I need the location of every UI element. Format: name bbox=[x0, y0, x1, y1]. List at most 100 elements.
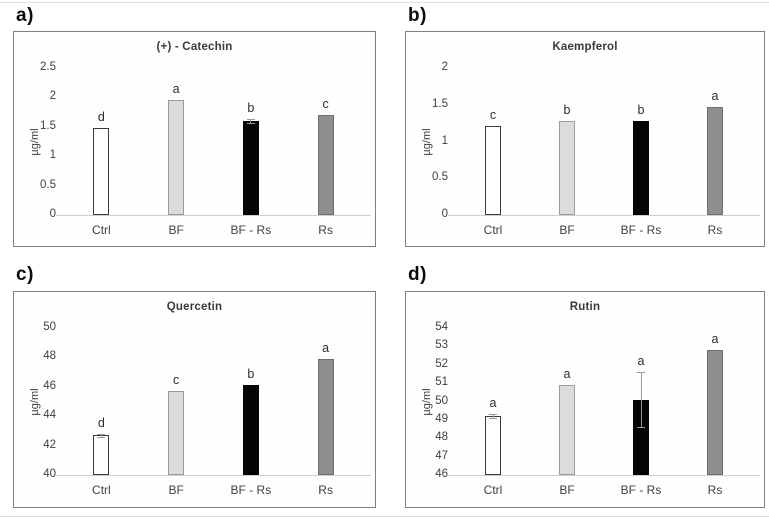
error-bar-cap-bottom bbox=[246, 122, 255, 124]
y-axis-tick-label: 42 bbox=[43, 438, 56, 451]
x-axis-category-label: Rs bbox=[707, 483, 723, 497]
panel-letter-b: b) bbox=[408, 5, 427, 26]
x-axis-category-label: BF - Rs bbox=[620, 483, 662, 497]
bar-rs bbox=[317, 358, 334, 475]
y-axis-tick-label: 46 bbox=[435, 468, 448, 480]
chart-title: Rutin bbox=[569, 301, 601, 313]
significance-letter: a bbox=[563, 366, 571, 381]
x-axis-category-label: BF bbox=[559, 483, 575, 497]
error-bar-cap-top bbox=[97, 433, 106, 435]
bar-bf-rs bbox=[242, 120, 259, 215]
significance-letter: c bbox=[173, 373, 180, 388]
y-axis-tick-label: 53 bbox=[435, 339, 448, 352]
y-axis-tick-label: 54 bbox=[435, 321, 448, 333]
y-axis-tick-label: 2.5 bbox=[40, 61, 56, 73]
y-axis-tick-label: 44 bbox=[43, 409, 56, 422]
page-edge-line-top bbox=[0, 2, 769, 3]
error-bar-line bbox=[492, 413, 494, 419]
chart-frame: Rutin µg/ml 46 47 48 49 50 51 52 53 54 a Ctrl a BF a B… bbox=[405, 291, 765, 508]
y-axis-tick-label: 1.5 bbox=[40, 119, 56, 132]
error-bar-cap-bottom bbox=[489, 418, 497, 420]
significance-letter: b bbox=[247, 367, 255, 382]
chart-frame: Quercetin µg/ml 40 42 44 46 48 50 d Ctrl c BF b BF … bbox=[13, 291, 376, 508]
bar-bf-rs bbox=[633, 120, 649, 215]
x-axis-category-label: Ctrl bbox=[483, 223, 503, 237]
bar-bf bbox=[168, 100, 185, 215]
chart-title: Kaempferol bbox=[552, 41, 618, 53]
bar-bf bbox=[168, 391, 185, 475]
y-axis-tick-label: 1 bbox=[441, 134, 448, 147]
y-axis-tick-label: 52 bbox=[435, 357, 448, 370]
y-axis-tick-label: 40 bbox=[43, 468, 56, 480]
significance-letter: c bbox=[489, 108, 497, 123]
x-axis-category-label: BF - Rs bbox=[620, 223, 662, 237]
bar-rs bbox=[707, 106, 723, 215]
x-axis-category-label: Ctrl bbox=[92, 483, 111, 497]
y-axis-tick-label: 2 bbox=[441, 61, 448, 73]
error-bar-cap-top bbox=[246, 119, 255, 121]
significance-letter: d bbox=[97, 415, 105, 430]
y-axis-tick-label: 0.5 bbox=[40, 178, 56, 191]
y-axis-tick-label: 47 bbox=[435, 449, 448, 462]
bar-bf-rs bbox=[242, 385, 259, 475]
significance-letter: c bbox=[322, 97, 329, 112]
y-axis-tick-label: 49 bbox=[435, 412, 448, 425]
y-axis-tick-label: 0 bbox=[441, 208, 448, 220]
y-axis-tick-label: 0.5 bbox=[432, 171, 448, 184]
chart-title: (+) - Catechin bbox=[156, 41, 233, 53]
y-axis-tick-label: 48 bbox=[43, 350, 56, 363]
bar-ctrl bbox=[485, 126, 501, 215]
error-bar-cap-bottom bbox=[637, 427, 645, 429]
significance-letter: a bbox=[711, 332, 719, 347]
x-axis-category-label: BF - Rs bbox=[230, 223, 272, 237]
error-bar-cap-top bbox=[637, 372, 645, 374]
chart-area: 0 0.5 1 1.5 2 c Ctrl b BF b BF - Rs a Rs bbox=[406, 32, 764, 246]
y-axis-tick-label: 50 bbox=[435, 394, 448, 407]
x-axis-line bbox=[448, 475, 760, 476]
significance-letter: b bbox=[563, 102, 571, 117]
x-axis-category-label: Ctrl bbox=[483, 483, 503, 497]
significance-letter: a bbox=[489, 395, 497, 410]
significance-letter: d bbox=[97, 109, 105, 124]
y-axis-tick-label: 1 bbox=[49, 149, 56, 162]
chart-area: 46 47 48 49 50 51 52 53 54 a Ctrl a BF a BF - Rs a Rs bbox=[406, 292, 764, 507]
y-axis-tick-label: 0 bbox=[49, 208, 56, 220]
significance-letter: a bbox=[172, 82, 180, 97]
bar-rs bbox=[317, 115, 334, 215]
y-axis-tick-label: 1.5 bbox=[432, 97, 448, 110]
x-axis-category-label: Rs bbox=[318, 483, 333, 497]
x-axis-category-label: BF bbox=[168, 483, 184, 497]
y-axis-tick-label: 51 bbox=[435, 376, 448, 389]
error-bar-line bbox=[100, 433, 102, 437]
x-axis-line bbox=[56, 475, 371, 476]
y-axis-tick-label: 46 bbox=[43, 379, 56, 392]
bar-rs bbox=[707, 350, 723, 475]
x-axis-category-label: Rs bbox=[318, 223, 333, 237]
x-axis-category-label: BF bbox=[168, 223, 184, 237]
significance-letter: b bbox=[637, 102, 645, 117]
significance-letter: a bbox=[637, 354, 645, 369]
significance-letter: a bbox=[322, 340, 330, 355]
chart-frame: (+) - Catechin µg/ml 0 0.5 1 1.5 2 2.5 d Ctrl a B… bbox=[13, 31, 376, 247]
y-axis-tick-label: 48 bbox=[435, 431, 448, 444]
x-axis-category-label: Ctrl bbox=[92, 223, 111, 237]
significance-letter: b bbox=[247, 101, 255, 116]
significance-letter: a bbox=[711, 88, 719, 103]
bar-bf bbox=[559, 384, 575, 475]
chart-frame: Kaempferol µg/ml 0 0.5 1 1.5 2 c Ctrl b BF b BF - … bbox=[405, 31, 765, 247]
error-bar-cap-top bbox=[489, 413, 497, 415]
panel-letter-c: c) bbox=[16, 264, 34, 285]
x-axis-line bbox=[448, 215, 760, 216]
x-axis-category-label: BF - Rs bbox=[230, 483, 272, 497]
chart-title: Quercetin bbox=[166, 301, 223, 313]
page-edge-line-bottom bbox=[0, 516, 769, 517]
bar-ctrl bbox=[485, 416, 501, 475]
x-axis-category-label: Rs bbox=[707, 223, 723, 237]
chart-area: 40 42 44 46 48 50 d Ctrl c BF b BF - Rs a Rs bbox=[14, 292, 375, 507]
bar-bf bbox=[559, 120, 575, 215]
bar-ctrl bbox=[93, 435, 110, 475]
error-bar-line bbox=[250, 119, 252, 123]
error-bar-line bbox=[640, 372, 642, 428]
x-axis-line bbox=[56, 215, 371, 216]
bar-ctrl bbox=[93, 127, 110, 215]
